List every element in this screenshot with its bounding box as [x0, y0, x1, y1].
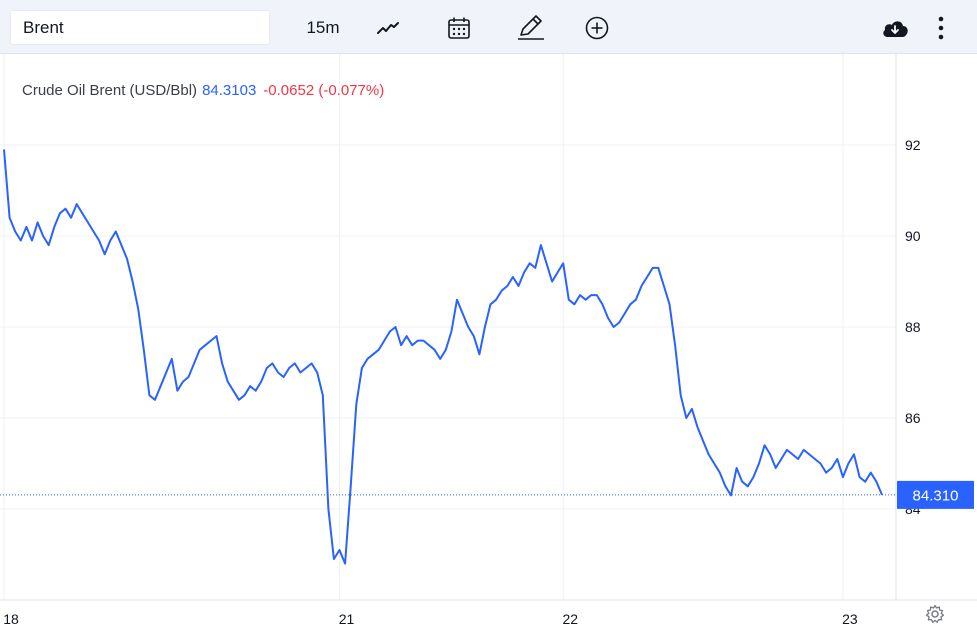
chart-style-line-icon [377, 22, 399, 34]
drawing-tools-button[interactable] [513, 10, 549, 46]
chart-grid [0, 54, 896, 600]
chart-series [3, 149, 883, 565]
chart-legend: Crude Oil Brent (USD/Bbl) 84.3103 -0.0652 … [22, 82, 384, 99]
more-options-button[interactable] [929, 10, 953, 46]
price-chart[interactable]: 84868890921821222324 84.310 [0, 54, 977, 643]
chart-toolbar: 15m [0, 0, 977, 54]
legend-symbol-name: Crude Oil Brent (USD/Bbl) [22, 82, 198, 99]
gear-icon [925, 604, 945, 623]
x-tick-label: 23 [842, 611, 858, 627]
y-tick-label: 86 [905, 410, 921, 426]
x-tick-label: 22 [562, 611, 578, 627]
chart-settings-button[interactable] [924, 603, 946, 625]
calendar-icon [448, 17, 470, 39]
symbol-search-input[interactable] [10, 10, 270, 45]
pencil-icon [518, 15, 544, 40]
cloud-download-icon [883, 21, 908, 37]
legend-change: -0.0652 (-0.077%) [263, 82, 385, 99]
chart-style-button[interactable] [372, 10, 404, 46]
interval-button[interactable]: 15m [306, 18, 340, 37]
more-vertical-icon [938, 16, 944, 40]
y-tick-label: 92 [905, 137, 921, 153]
y-tick-label: 90 [905, 228, 921, 244]
last-price-marker: 84.310 [0, 480, 974, 509]
legend-price: 84.3103 [202, 82, 257, 99]
y-tick-label: 88 [905, 319, 921, 335]
last-price-badge [897, 480, 974, 509]
download-button[interactable] [878, 10, 912, 46]
chart-axes: 84868890921821222324 [0, 54, 977, 627]
x-tick-label: 18 [3, 611, 19, 627]
last-price-label: 84.310 [913, 487, 959, 504]
price-series-line [3, 149, 883, 565]
compare-add-button[interactable] [581, 10, 613, 46]
plus-circle-icon [585, 16, 609, 40]
x-tick-label: 21 [339, 611, 355, 627]
date-range-button[interactable] [443, 10, 475, 46]
